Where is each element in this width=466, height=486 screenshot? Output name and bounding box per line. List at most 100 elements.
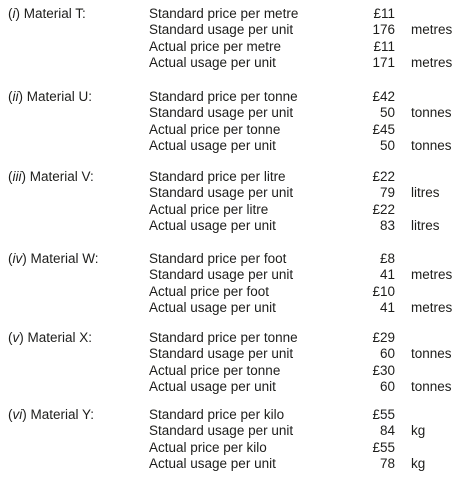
material-label: (vi) Material Y: (8, 407, 95, 422)
material-row: Actual price per kilo £55 (149, 440, 466, 456)
row-description: Actual price per litre (149, 201, 269, 217)
material-row: Actual usage per unit 83 litres (149, 218, 466, 234)
material-number: i (12, 6, 16, 21)
material-row: Actual price per litre £22 (149, 202, 466, 218)
row-description: Actual usage per unit (149, 217, 276, 233)
row-value: 79 (379, 185, 395, 201)
material-row: Standard usage per unit 84 kg (149, 423, 466, 439)
row-description: Actual usage per unit (149, 378, 276, 394)
material-name: Material V: (29, 169, 94, 184)
row-value: 84 (379, 423, 395, 439)
material-row: Actual price per foot £10 (149, 284, 466, 300)
row-description: Actual usage per unit (149, 137, 276, 153)
row-description: Standard price per litre (149, 169, 286, 184)
material-row: Standard usage per unit 79 litres (149, 185, 466, 201)
material-number: v (12, 330, 20, 345)
material-name: Material Y: (30, 407, 95, 422)
material-rows: Standard price per foot £8 Standard usage … (149, 251, 466, 316)
row-description: Standard usage per unit (149, 346, 294, 362)
row-value: £29 (372, 330, 395, 345)
row-unit: kg (411, 423, 426, 439)
row-unit: metres (411, 22, 453, 38)
material-rows: Standard price per tonne £42 Standard usag… (149, 89, 466, 154)
material-row: Standard price per metre £11 (149, 6, 466, 22)
row-description: Actual usage per unit (149, 455, 276, 471)
row-unit: tonnes (411, 105, 452, 121)
row-value: £30 (372, 362, 395, 378)
row-unit: metres (411, 54, 453, 70)
row-unit: litres (411, 217, 440, 233)
row-value: 83 (379, 217, 395, 233)
material-number: vi (12, 407, 23, 422)
material-label: (ii) Material U: (8, 89, 93, 104)
row-description: Actual price per tonne (149, 362, 281, 378)
row-description: Actual price per kilo (149, 439, 267, 455)
material-label: (iv) Material W: (8, 251, 99, 266)
material-number: iv (12, 251, 23, 266)
material-row: Actual usage per unit 50 tonnes (149, 138, 466, 154)
row-value: £11 (373, 6, 395, 21)
row-value: £45 (372, 121, 395, 137)
material-row: Actual price per metre £11 (149, 39, 466, 55)
material-row: Standard price per foot £8 (149, 251, 466, 267)
row-unit: litres (411, 185, 440, 201)
row-value: £42 (372, 89, 395, 104)
row-value: £10 (372, 283, 395, 299)
material-row: Standard usage per unit 41 metres (149, 267, 466, 283)
row-value: 78 (379, 455, 395, 471)
row-value: £55 (372, 439, 395, 455)
row-unit: tonnes (411, 137, 452, 153)
row-description: Standard usage per unit (149, 423, 294, 439)
row-description: Standard usage per unit (149, 22, 294, 38)
row-description: Standard price per foot (149, 251, 287, 266)
row-value: 50 (379, 137, 395, 153)
row-unit: kg (411, 455, 426, 471)
material-rows: Standard price per kilo £55 Standard usage… (149, 407, 466, 472)
row-description: Actual usage per unit (149, 299, 276, 315)
row-value: £22 (372, 201, 395, 217)
row-description: Actual price per metre (149, 38, 282, 54)
row-unit: metres (411, 267, 453, 283)
row-value: 41 (379, 299, 395, 315)
material-row: Standard price per kilo £55 (149, 407, 466, 423)
row-value: 176 (372, 22, 395, 38)
material-rows: Standard price per metre £11 Standard usag… (149, 6, 466, 71)
material-rows: Standard price per litre £22 Standard usag… (149, 169, 466, 234)
row-unit: tonnes (411, 346, 452, 362)
material-name: Material T: (23, 6, 86, 21)
material-name: Material X: (27, 330, 93, 345)
material-number: iii (12, 169, 22, 184)
row-description: Actual price per tonne (149, 121, 281, 137)
row-description: Standard usage per unit (149, 105, 294, 121)
row-unit: tonnes (411, 378, 452, 394)
material-row: Standard price per litre £22 (149, 169, 466, 185)
row-unit: metres (411, 299, 453, 315)
material-row: Standard usage per unit 60 tonnes (149, 346, 466, 362)
material-row: Actual usage per unit 41 metres (149, 300, 466, 316)
material-row: Standard price per tonne £29 (149, 330, 466, 346)
material-row: Actual price per tonne £30 (149, 363, 466, 379)
material-row: Actual usage per unit 60 tonnes (149, 379, 466, 395)
material-row: Actual usage per unit 78 kg (149, 456, 466, 472)
row-value: 171 (372, 54, 395, 70)
row-description: Actual price per foot (149, 283, 270, 299)
row-description: Standard price per tonne (149, 89, 298, 104)
row-description: Standard usage per unit (149, 185, 294, 201)
material-name: Material W: (30, 251, 99, 266)
material-label: (i) Material T: (8, 6, 86, 21)
row-value: 41 (379, 267, 395, 283)
row-value: 60 (379, 378, 395, 394)
row-value: £8 (379, 251, 395, 266)
row-value: 50 (379, 105, 395, 121)
row-value: £22 (372, 169, 395, 184)
material-name: Material U: (26, 89, 93, 104)
material-label: (v) Material X: (8, 330, 93, 345)
row-description: Standard price per metre (149, 6, 299, 21)
row-value: 60 (379, 346, 395, 362)
material-rows: Standard price per tonne £29 Standard usag… (149, 330, 466, 395)
material-number: ii (12, 89, 19, 104)
row-description: Standard price per kilo (149, 407, 285, 422)
row-value: £11 (373, 38, 395, 54)
material-row: Standard usage per unit 176 metres (149, 22, 466, 38)
